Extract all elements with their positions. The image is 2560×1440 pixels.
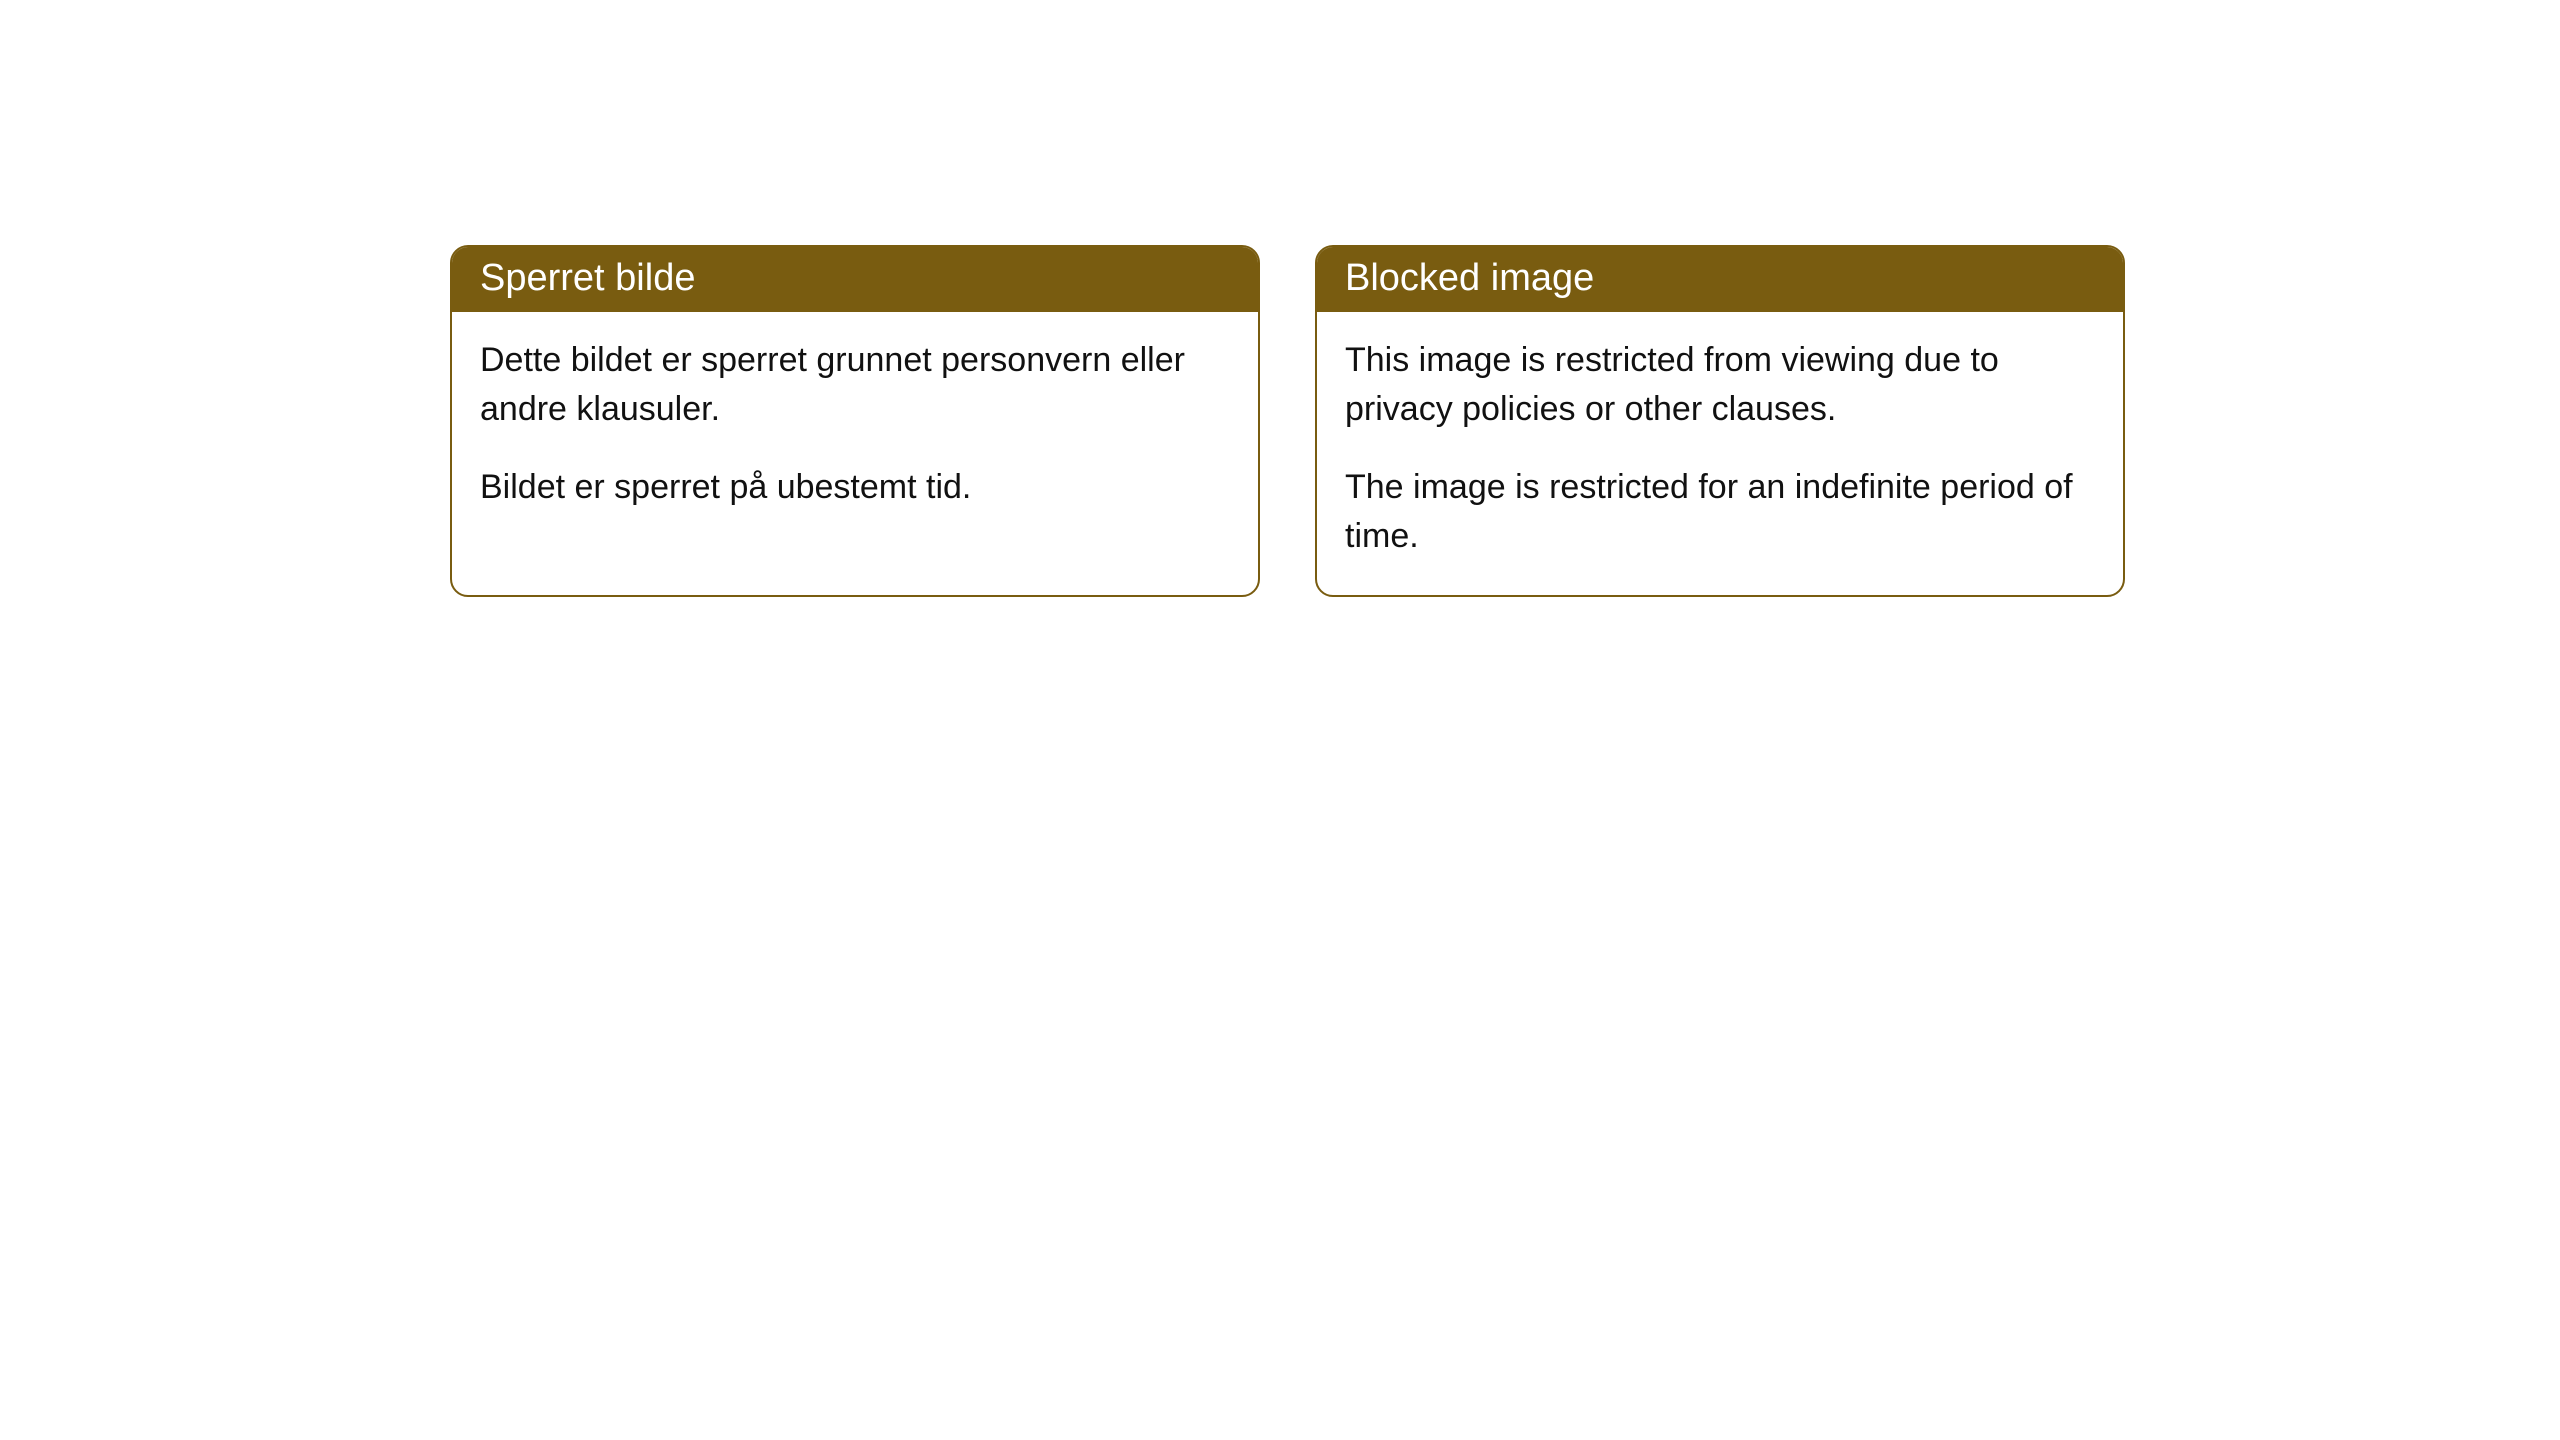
card-header-english: Blocked image xyxy=(1317,247,2123,312)
card-body-english: This image is restricted from viewing du… xyxy=(1317,312,2123,595)
notice-card-norwegian: Sperret bilde Dette bildet er sperret gr… xyxy=(450,245,1260,597)
card-paragraph: Bildet er sperret på ubestemt tid. xyxy=(480,463,1230,512)
notice-container: Sperret bilde Dette bildet er sperret gr… xyxy=(450,245,2125,597)
card-paragraph: The image is restricted for an indefinit… xyxy=(1345,463,2095,562)
card-body-norwegian: Dette bildet er sperret grunnet personve… xyxy=(452,312,1258,546)
notice-card-english: Blocked image This image is restricted f… xyxy=(1315,245,2125,597)
card-paragraph: This image is restricted from viewing du… xyxy=(1345,336,2095,435)
card-header-norwegian: Sperret bilde xyxy=(452,247,1258,312)
card-paragraph: Dette bildet er sperret grunnet personve… xyxy=(480,336,1230,435)
